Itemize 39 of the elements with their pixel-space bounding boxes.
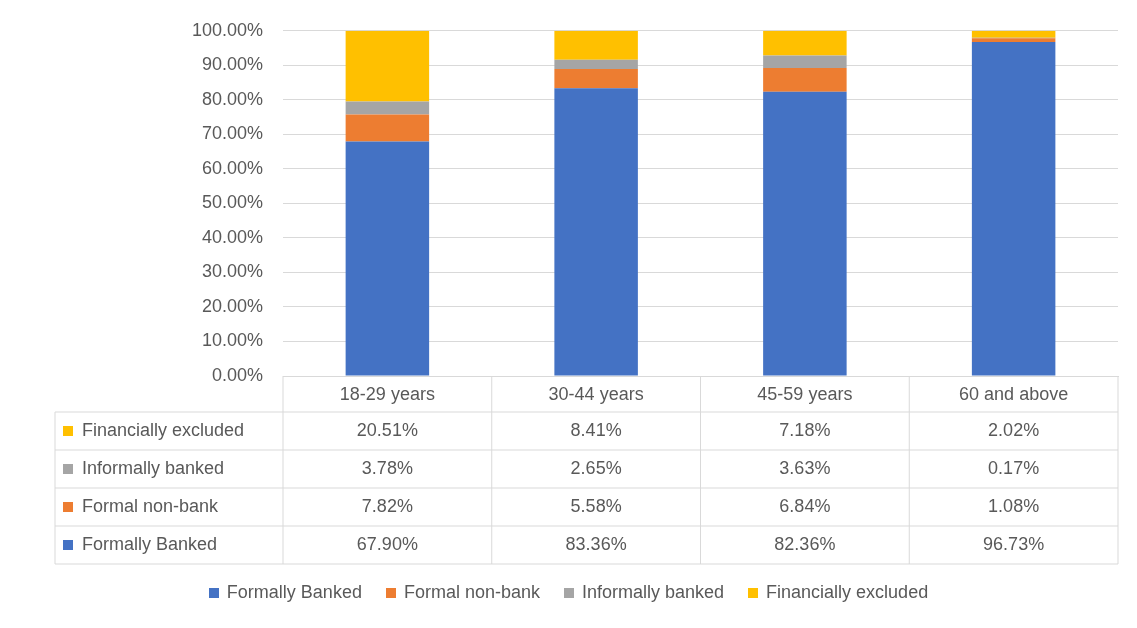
data-label: 5.58% bbox=[570, 495, 622, 516]
y-tick-label: 50.00% bbox=[201, 192, 263, 213]
data-label: 7.18% bbox=[779, 419, 831, 440]
y-tick-label: 10.00% bbox=[201, 330, 263, 351]
data-label: 2.02% bbox=[988, 419, 1040, 440]
y-tick-label: 30.00% bbox=[201, 261, 263, 282]
data-label: 0.17% bbox=[988, 457, 1040, 478]
y-tick-label: 0.00% bbox=[211, 364, 263, 385]
data-label: 82.36% bbox=[774, 533, 836, 554]
text: Financially excluded bbox=[766, 582, 929, 602]
text: Informally banked bbox=[581, 582, 725, 602]
y-tick-label: 20.00% bbox=[201, 295, 263, 316]
text: Formal non-bank bbox=[403, 582, 540, 602]
data-label: 96.73% bbox=[983, 533, 1045, 554]
data-label: 20.51% bbox=[356, 419, 418, 440]
y-tick-label: 70.00% bbox=[201, 123, 263, 144]
x-tick-label: 30-44 years bbox=[548, 383, 644, 404]
data-label: 67.90% bbox=[356, 533, 418, 554]
data-label: 3.63% bbox=[779, 457, 831, 478]
data-label: 3.78% bbox=[361, 457, 413, 478]
x-tick-label: 45-59 years bbox=[757, 383, 853, 404]
data-label: 7.82% bbox=[361, 495, 413, 516]
y-tick-label: 40.00% bbox=[201, 226, 263, 247]
data-label: 2.65% bbox=[570, 457, 622, 478]
legend-label: Financially excluded bbox=[82, 419, 245, 440]
data-label: 6.84% bbox=[779, 495, 831, 516]
data-label: 1.08% bbox=[988, 495, 1040, 516]
text: Formally Banked bbox=[226, 582, 362, 602]
legend-label: Formal non-bank bbox=[82, 495, 220, 516]
legend-label: Formally Banked bbox=[82, 533, 218, 554]
y-tick-label: 60.00% bbox=[201, 157, 263, 178]
y-tick-label: 80.00% bbox=[201, 88, 263, 109]
legend-label: Informally banked bbox=[82, 457, 225, 478]
data-label: 8.41% bbox=[570, 419, 622, 440]
y-tick-label: 90.00% bbox=[201, 54, 263, 75]
x-tick-label: 60 and above bbox=[959, 383, 1069, 404]
x-tick-label: 18-29 years bbox=[339, 383, 435, 404]
data-label: 83.36% bbox=[565, 533, 627, 554]
y-tick-label: 100.00% bbox=[191, 19, 263, 40]
